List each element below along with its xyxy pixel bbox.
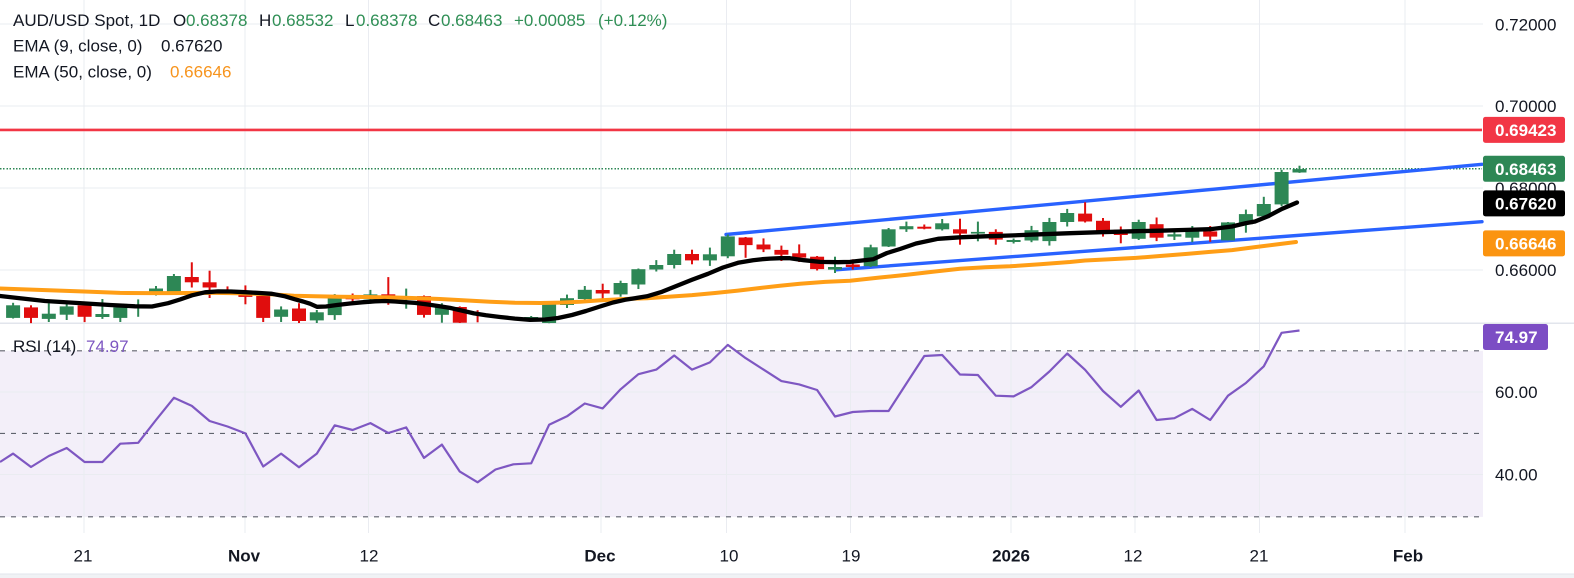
svg-text:2026: 2026 — [992, 547, 1030, 566]
svg-text:Nov: Nov — [228, 547, 261, 566]
svg-text:19: 19 — [842, 547, 861, 566]
svg-text:(+0.12%): (+0.12%) — [598, 11, 667, 30]
svg-text:12: 12 — [360, 547, 379, 566]
svg-text:EMA (50, close, 0): EMA (50, close, 0) — [13, 62, 152, 81]
svg-text:L: L — [345, 11, 354, 30]
svg-text:C: C — [428, 11, 440, 30]
svg-text:0.66646: 0.66646 — [1495, 235, 1556, 254]
svg-text:74.97: 74.97 — [1495, 328, 1538, 347]
svg-text:O: O — [173, 11, 186, 30]
svg-text:0.66646: 0.66646 — [170, 62, 231, 81]
svg-text:0.68378: 0.68378 — [186, 11, 247, 30]
svg-text:0.72000: 0.72000 — [1495, 15, 1556, 34]
svg-text:EMA (9, close, 0): EMA (9, close, 0) — [13, 36, 142, 55]
svg-text:AUD/USD Spot, 1D: AUD/USD Spot, 1D — [13, 11, 160, 30]
svg-text:12: 12 — [1124, 547, 1143, 566]
svg-text:0.68378: 0.68378 — [356, 11, 417, 30]
svg-text:10: 10 — [720, 547, 739, 566]
svg-text:0.68463: 0.68463 — [1495, 160, 1556, 179]
svg-text:0.70000: 0.70000 — [1495, 97, 1556, 116]
svg-text:21: 21 — [74, 547, 93, 566]
svg-text:+0.00085: +0.00085 — [514, 11, 585, 30]
svg-text:0.67620: 0.67620 — [1495, 195, 1556, 214]
svg-text:RSI (14): RSI (14) — [13, 337, 76, 356]
svg-text:0.67620: 0.67620 — [161, 36, 222, 55]
svg-text:H: H — [259, 11, 271, 30]
svg-text:Feb: Feb — [1393, 547, 1423, 566]
svg-text:60.00: 60.00 — [1495, 383, 1538, 402]
svg-text:0.68463: 0.68463 — [441, 11, 502, 30]
svg-text:Dec: Dec — [584, 547, 615, 566]
svg-text:21: 21 — [1250, 547, 1269, 566]
svg-text:74.97: 74.97 — [86, 337, 129, 356]
svg-text:0.66000: 0.66000 — [1495, 261, 1556, 280]
svg-text:0.69423: 0.69423 — [1495, 121, 1556, 140]
svg-text:0.68532: 0.68532 — [272, 11, 333, 30]
svg-text:40.00: 40.00 — [1495, 465, 1538, 484]
